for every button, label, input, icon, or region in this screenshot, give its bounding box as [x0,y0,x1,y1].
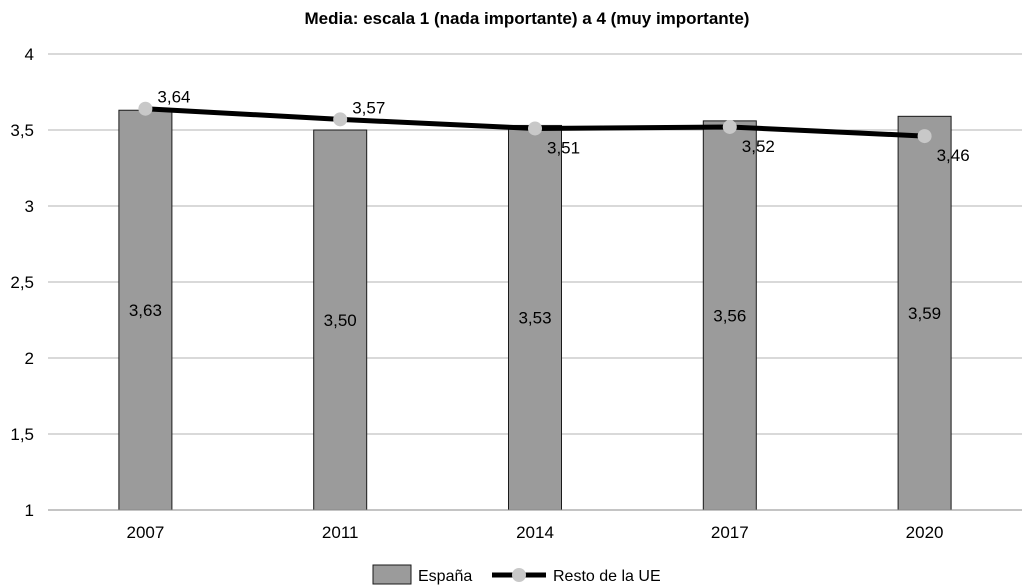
x-tick-label: 2007 [126,523,164,542]
x-tick-label: 2014 [516,523,554,542]
line-data-label: 3,46 [937,146,970,165]
x-tick-label: 2020 [906,523,944,542]
bar-data-label: 3,63 [129,301,162,320]
y-axis: 1 1,5 2 2,5 3 3,5 4 [10,45,34,520]
line-marker [528,121,542,136]
bar-espana [508,124,562,511]
y-tick-label: 3 [25,197,34,216]
line-data-label: 3,52 [742,137,775,156]
bar-data-labels: 3,63 3,50 3,53 3,56 3,59 [129,301,941,330]
line-marker [917,129,932,144]
line-data-label: 3,57 [352,98,385,117]
x-tick-label: 2011 [322,523,359,542]
y-tick-label: 4 [25,45,34,64]
line-data-label: 3,51 [547,138,580,157]
bar-data-label: 3,56 [713,306,746,325]
bar-data-label: 3,59 [908,304,941,323]
x-tick-label: 2017 [711,523,749,542]
bar-espana [313,129,368,511]
bar-data-label: 3,53 [518,309,551,328]
legend-swatch-marker [512,568,526,582]
legend-label-espana: España [418,568,472,585]
line-series-resto-de-la-ue: 3,64 3,57 3,51 3,52 3,46 [138,88,970,165]
y-tick-label: 2,5 [10,273,34,292]
legend: España Resto de la UE [372,564,661,585]
line-marker [138,101,153,116]
line-marker [333,112,348,127]
x-axis: 2007 2011 2014 2017 2020 [48,509,1022,542]
legend-swatch-espana [372,564,412,585]
y-tick-label: 1,5 [10,425,34,444]
y-tick-label: 2 [25,349,34,368]
y-tick-label: 3,5 [10,121,34,140]
bar-data-label: 3,50 [324,311,357,330]
line-marker [722,119,737,134]
chart-title: Media: escala 1 (nada importante) a 4 (m… [305,9,750,28]
line-data-label: 3,64 [157,88,190,107]
y-tick-label: 1 [25,501,34,520]
legend-label-resto-de-la-ue: Resto de la UE [553,568,661,585]
bar-espana [897,115,952,511]
